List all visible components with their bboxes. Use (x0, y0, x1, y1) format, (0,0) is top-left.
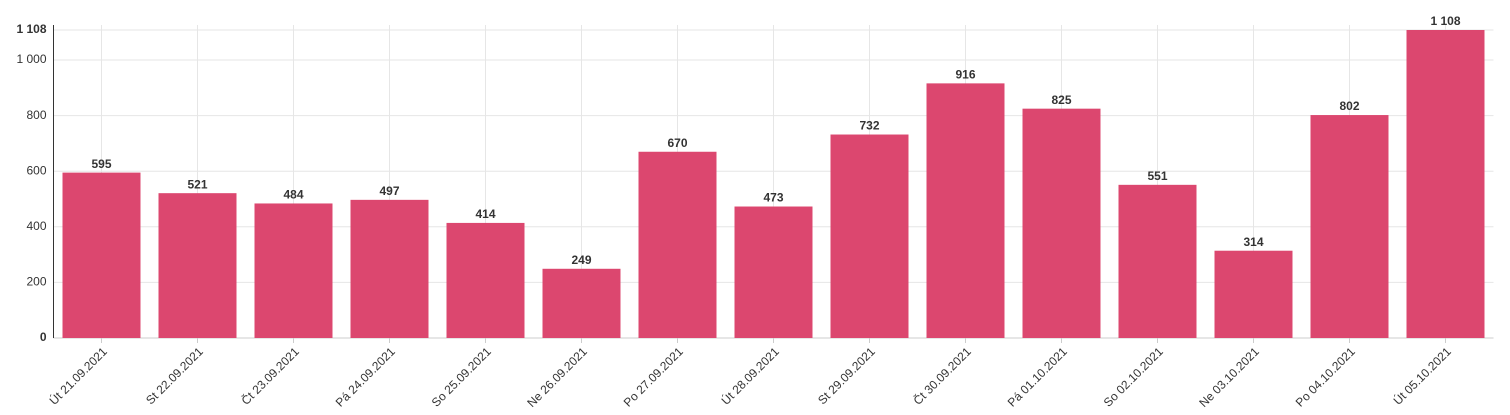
x-tick-label: Čt 30.09.2021 (910, 344, 974, 408)
bar (1118, 184, 1197, 338)
value-label: 473 (763, 191, 783, 205)
value-label: 825 (1051, 93, 1071, 107)
x-tick-label: Út 05.10.2021 (1390, 344, 1454, 408)
bar (350, 199, 429, 338)
x-tick-label: Po 27.09.2021 (621, 344, 686, 409)
x-tick-label: Po 04.10.2021 (1293, 344, 1358, 409)
x-tick-label: Ne 26.09.2021 (524, 344, 590, 410)
bar (62, 172, 141, 338)
x-tick-label: Čt 23.09.2021 (238, 344, 302, 408)
y-tick-label: 200 (26, 275, 46, 289)
x-tick-label: So 25.09.2021 (429, 344, 494, 409)
value-label: 551 (1147, 169, 1167, 183)
y-tick-label: 1 108 (16, 22, 46, 36)
bar (446, 222, 525, 338)
x-tick-label: St 22.09.2021 (143, 344, 206, 407)
x-tick-label: St 29.09.2021 (815, 344, 878, 407)
value-label: 521 (187, 177, 207, 191)
value-label: 916 (955, 68, 975, 82)
value-label: 670 (667, 136, 687, 150)
value-label: 414 (475, 207, 495, 221)
value-label: 1 108 (1430, 14, 1460, 28)
x-tick-label: Pá 01.10.2021 (1005, 344, 1070, 409)
x-tick-label: Ne 03.10.2021 (1196, 344, 1262, 410)
bar (1406, 30, 1485, 338)
bar (1022, 108, 1101, 338)
bar (1310, 115, 1389, 338)
y-tick-label: 400 (26, 219, 46, 233)
x-tick-label: Út 21.09.2021 (46, 344, 110, 408)
y-tick-label: 800 (26, 108, 46, 122)
x-tick-label: Út 28.09.2021 (718, 344, 782, 408)
y-tick-label: 1 000 (16, 52, 46, 66)
value-label: 497 (379, 184, 399, 198)
bar (158, 193, 237, 338)
bars (62, 30, 1485, 338)
value-label: 595 (91, 157, 111, 171)
value-label: 732 (859, 119, 879, 133)
y-tick-label: 0 (40, 330, 47, 344)
bar (542, 268, 621, 338)
y-tick-label: 600 (26, 163, 46, 177)
x-tick-label: So 02.10.2021 (1101, 344, 1166, 409)
bar (638, 151, 717, 338)
x-tick-label: Pá 24.09.2021 (333, 344, 398, 409)
value-label: 314 (1243, 235, 1263, 249)
bar (1214, 250, 1293, 338)
value-label: 249 (571, 253, 591, 267)
bar (254, 203, 333, 338)
bar (926, 83, 1005, 338)
bar (734, 206, 813, 338)
value-label: 802 (1339, 99, 1359, 113)
bar (830, 134, 909, 338)
value-label: 484 (283, 188, 303, 202)
